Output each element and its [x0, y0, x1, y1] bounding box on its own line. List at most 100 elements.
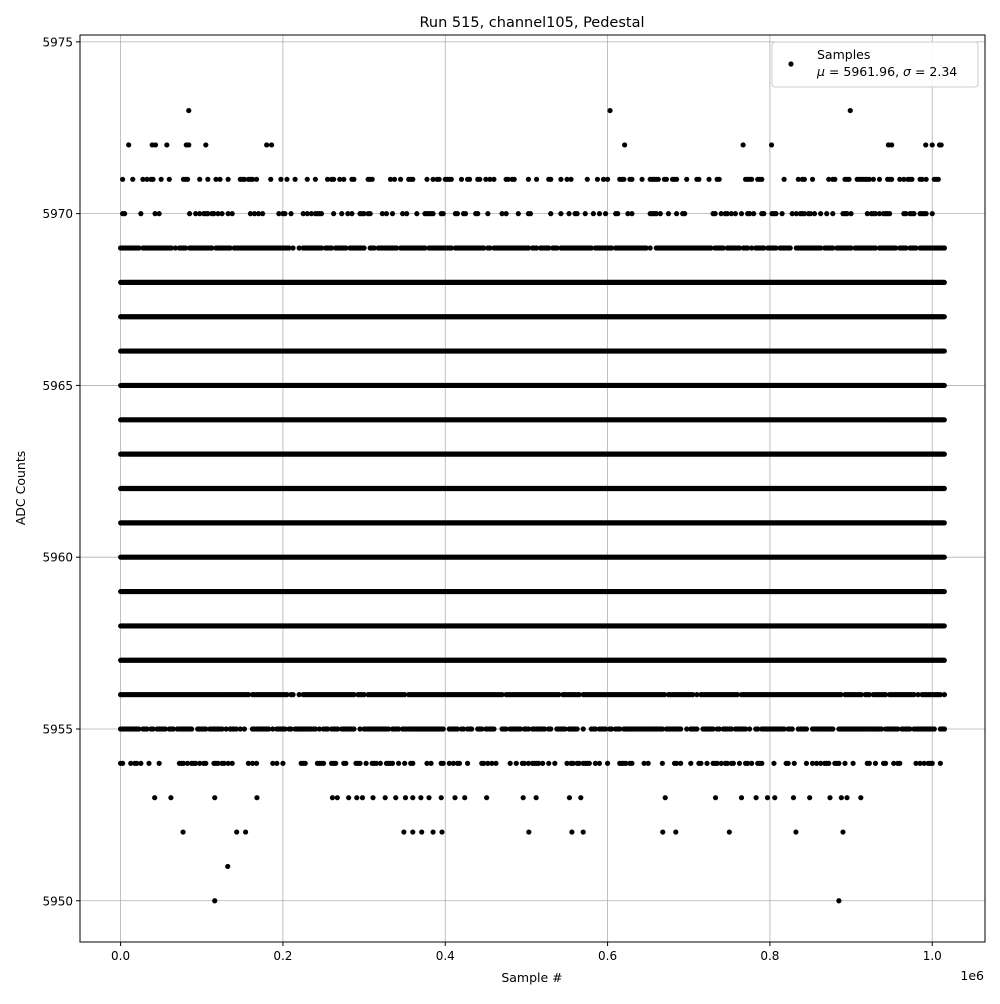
data-point: [710, 726, 716, 732]
x-tick-label: 0.8: [760, 949, 779, 963]
data-point: [479, 726, 485, 732]
data-point: [525, 726, 532, 732]
x-tick-label: 0.0: [111, 949, 130, 963]
data-point: [813, 760, 820, 766]
data-point: [653, 211, 659, 217]
data-point: [716, 726, 722, 732]
data-point: [728, 726, 734, 732]
data-point: [755, 726, 761, 732]
data-point: [377, 760, 383, 766]
data-point-outlier: [462, 795, 468, 801]
data-point: [367, 211, 373, 217]
data-point: [866, 176, 872, 182]
data-point: [533, 245, 540, 251]
data-point: [923, 211, 929, 217]
data-point-outlier: [889, 142, 895, 148]
data-point: [491, 726, 497, 732]
data-point-outlier: [438, 795, 444, 801]
data-point: [318, 245, 325, 251]
data-point: [462, 211, 469, 217]
data-point: [809, 760, 816, 766]
data-point: [832, 176, 838, 182]
data-point: [562, 726, 568, 732]
data-point: [830, 726, 836, 732]
data-point-outlier: [426, 795, 432, 801]
data-point: [527, 211, 534, 217]
data-point-outlier: [662, 795, 668, 801]
data-point: [568, 176, 574, 182]
data-point: [308, 211, 314, 217]
data-point: [150, 726, 156, 732]
data-point: [152, 211, 158, 217]
data-point-outlier: [753, 795, 759, 801]
data-point: [440, 760, 446, 766]
data-point: [343, 760, 349, 766]
data-point: [296, 692, 302, 698]
data-point: [369, 176, 375, 182]
data-point: [128, 760, 134, 766]
data-point: [935, 176, 941, 182]
data-point: [609, 245, 615, 251]
data-point: [704, 760, 710, 766]
data-point: [184, 760, 191, 766]
data-point: [548, 211, 554, 217]
data-point: [639, 176, 645, 182]
data-point: [489, 760, 495, 766]
data-point: [485, 760, 491, 766]
data-point: [300, 211, 306, 217]
y-tick-label: 5960: [42, 551, 73, 565]
data-point: [929, 760, 935, 766]
data-point: [836, 760, 842, 766]
data-point: [629, 176, 635, 182]
data-point: [162, 726, 168, 732]
data-point: [533, 176, 540, 182]
data-point: [270, 760, 276, 766]
data-point: [337, 176, 343, 182]
data-point: [219, 211, 225, 217]
data-point: [253, 176, 260, 182]
x-tick-label: 0.6: [598, 949, 617, 963]
data-point: [761, 211, 767, 217]
data-point-outlier: [660, 829, 666, 835]
data-point: [274, 760, 280, 766]
legend-sigma-symbol: σ: [903, 64, 912, 79]
data-point: [645, 760, 651, 766]
data-point-outlier: [840, 829, 846, 835]
data-point: [558, 176, 564, 182]
data-point: [225, 760, 231, 766]
data-point: [708, 245, 714, 251]
data-point: [895, 726, 901, 732]
y-tick-label: 5955: [42, 722, 73, 736]
data-point: [690, 692, 696, 698]
data-point: [229, 211, 235, 217]
data-point: [872, 245, 879, 251]
data-point: [941, 245, 948, 251]
data-point: [889, 176, 895, 182]
data-point: [203, 726, 209, 732]
data-point: [749, 760, 755, 766]
data-band-5959: [118, 588, 947, 595]
data-point: [801, 176, 808, 182]
data-point: [747, 726, 753, 732]
data-point: [911, 692, 917, 698]
data-point: [858, 692, 864, 698]
data-point: [897, 760, 903, 766]
data-point: [749, 245, 755, 251]
data-point: [872, 211, 879, 217]
data-point-outlier: [234, 829, 240, 835]
data-point: [582, 211, 588, 217]
data-point: [166, 176, 172, 182]
data-point: [749, 176, 755, 182]
data-point: [402, 692, 408, 698]
data-point: [316, 726, 323, 732]
data-point: [659, 760, 665, 766]
data-point: [915, 692, 921, 698]
data-point: [339, 211, 345, 217]
data-point: [225, 176, 231, 182]
data-point: [410, 760, 416, 766]
data-point: [688, 760, 694, 766]
data-point: [458, 176, 465, 182]
data-point: [122, 211, 128, 217]
data-point: [324, 726, 331, 732]
data-point: [233, 726, 239, 732]
